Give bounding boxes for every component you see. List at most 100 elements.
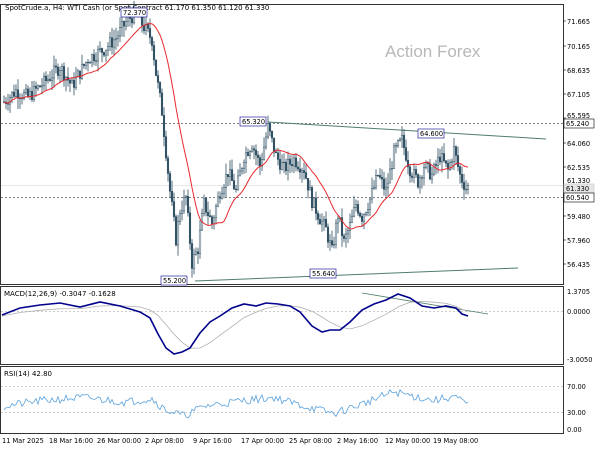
candle-body (364, 212, 368, 215)
candle-body (236, 175, 240, 190)
candle-body (436, 156, 440, 166)
candle-body (146, 23, 150, 29)
candle-body (280, 162, 284, 170)
candle-body (6, 103, 10, 105)
candle-body (392, 145, 396, 169)
candle-body (130, 18, 134, 24)
candle-body (80, 63, 84, 79)
candle-body (310, 187, 314, 208)
candle-body (122, 21, 126, 27)
candle-body (180, 210, 184, 214)
candle-body (248, 151, 252, 156)
candle-body (284, 161, 288, 172)
macd-panel-frame (0, 286, 564, 365)
candle-body (186, 196, 190, 213)
current-price-flag: 61.330 (563, 183, 595, 194)
candle-body (30, 91, 34, 100)
candle-body (164, 136, 168, 159)
candle-body (154, 59, 158, 76)
candle-body (372, 186, 376, 189)
candle-body (418, 177, 422, 188)
time-label: 2 May 16:00 (337, 437, 378, 445)
candle-body (336, 218, 340, 224)
candle-body (452, 146, 456, 163)
time-axis: 11 Mar 2025 18 Mar 16:00 26 Mar 00:00 2 … (2, 437, 478, 445)
candle-body (204, 198, 208, 213)
candle-body (460, 174, 464, 183)
candle-body (320, 220, 324, 225)
candle-body (316, 213, 320, 220)
candle-body (404, 147, 408, 161)
candle-body (306, 178, 310, 191)
candle-body (384, 187, 388, 190)
candle-body (352, 206, 356, 217)
candle-body (406, 160, 410, 168)
candle-body (296, 166, 300, 170)
candle-body (104, 49, 108, 56)
candle-body (190, 243, 194, 269)
candle-body (26, 88, 30, 97)
candle-body (362, 214, 366, 222)
candle-body (402, 134, 406, 148)
candle-body (262, 146, 266, 160)
candle-body (230, 169, 234, 181)
macd-tick: 0.0000 (567, 308, 590, 316)
candle-body (414, 169, 418, 175)
price-tick: 71.665 (567, 18, 590, 26)
svg-text:61.330: 61.330 (566, 185, 589, 193)
candle-body (166, 157, 170, 174)
candle-body (420, 177, 424, 179)
candle-body (22, 92, 26, 99)
candle-body (160, 92, 164, 116)
candle-body (98, 48, 102, 50)
candle-body (346, 230, 350, 235)
annotation-peak-right: 64.600 (417, 128, 445, 139)
candle-body (408, 166, 412, 177)
candle-body (288, 158, 292, 165)
candle-body (206, 212, 210, 216)
candle-body (176, 221, 180, 246)
candle-body (422, 167, 426, 179)
candle-body (432, 164, 436, 175)
time-label: 18 Mar 16:00 (49, 437, 93, 445)
candle-body (424, 162, 428, 168)
candle-body (380, 176, 384, 180)
candle-body (118, 27, 122, 37)
candle-body (150, 37, 154, 46)
candle-body (24, 88, 28, 93)
candle-body (16, 89, 20, 99)
candle-body (74, 76, 78, 88)
candle-body (412, 169, 416, 178)
svg-text:55.200: 55.200 (163, 277, 186, 285)
candle-body (388, 168, 392, 184)
candle-body (156, 75, 160, 83)
price-tick: 67.105 (567, 91, 590, 99)
candle-body (34, 85, 38, 89)
candle-body (58, 70, 62, 76)
candle-body (450, 161, 454, 163)
candle-body (224, 174, 228, 188)
candle-body (116, 35, 120, 39)
candle-body (110, 37, 114, 48)
price-tick: 65.595 (567, 112, 590, 120)
candle-body (112, 39, 116, 48)
candle-body (56, 66, 60, 76)
candle-body (188, 212, 192, 244)
candle-body (282, 161, 286, 164)
candle-body (92, 54, 96, 62)
candle-body (250, 148, 254, 152)
macd-main-line (1, 293, 469, 355)
candle-body (332, 243, 336, 246)
candle-body (218, 196, 222, 199)
candle-body (294, 157, 298, 168)
candle-body (254, 149, 258, 156)
rsi-tick: 70.00 (567, 383, 586, 391)
candle-body (60, 66, 64, 72)
candle-body (458, 166, 462, 175)
annotation-high-left: 72.370 (120, 7, 148, 18)
annotation-peak-mid: 65.320 (239, 116, 267, 127)
price-tick: 62.535 (567, 164, 590, 172)
candle-body (246, 152, 250, 156)
candle-body (370, 188, 374, 200)
